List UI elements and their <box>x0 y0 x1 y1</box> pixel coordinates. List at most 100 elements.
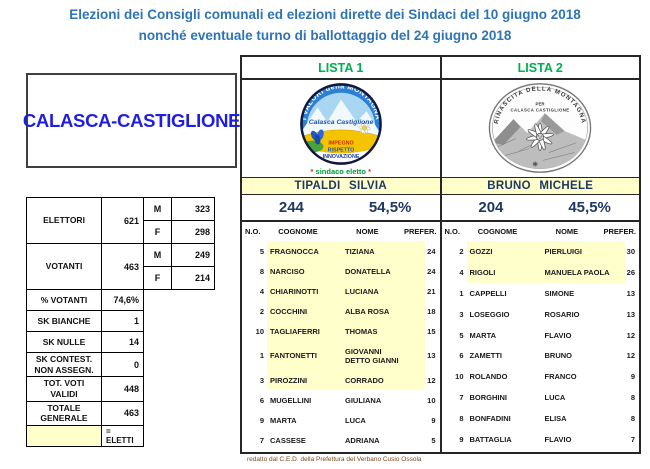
lista-1-panel: LISTA 1 <box>242 57 440 452</box>
candidate-row: 1 CAPPELLI SIMONE 13 <box>445 283 637 304</box>
page-title-line1: Elezioni dei Consigli comunali ed elezio… <box>69 7 581 22</box>
col-header-nome: NOME <box>555 227 579 236</box>
candidate-number: 10 <box>255 326 264 336</box>
candidate-row: 2 COCCHINI ALBA ROSA 18 <box>245 301 437 321</box>
lista-1-percent: 54,5% <box>368 199 412 216</box>
candidate-nome: LUCA <box>544 393 566 403</box>
stats-label: SK BIANCHE <box>26 310 102 332</box>
candidate-row: 2 GOZZI PIERLUIGI 30 <box>445 241 637 262</box>
candidate-row: 5 MARTA FLAVIO 12 <box>445 325 637 346</box>
col-header-cognome: COGNOME <box>278 227 318 236</box>
candidate-preferences: 5 <box>431 435 436 445</box>
turnout-stats: ELETTORI 621 M 323 F 298 VOTANTI 463 M 249 F 214% V… <box>26 197 215 447</box>
stats-label: TOT. VOTI VALIDI <box>26 376 102 402</box>
candidate-number: 9 <box>459 435 464 445</box>
edelweiss-icon <box>358 121 371 135</box>
candidate-nome: TIZIANA <box>342 241 425 261</box>
stats-mf-value: 298 <box>171 220 215 244</box>
municipality-box: CALASCA-CASTIGLIONE <box>22 73 241 168</box>
candidate-preferences: 18 <box>427 306 436 316</box>
stats-row: TOTALE GENERALE 463 <box>26 400 215 426</box>
logo2-center1: PER <box>536 101 546 106</box>
candidate-number: 2 <box>259 306 264 316</box>
stats-mf-key: M <box>143 197 172 221</box>
candidate-nome: GIULIANA <box>345 395 382 405</box>
candidate-number: 7 <box>259 435 264 445</box>
col-header-prefer: PREFER. <box>403 227 437 236</box>
candidate-nome: CORRADO <box>342 370 425 390</box>
candidate-nome: MANUELA PAOLA <box>541 261 625 283</box>
candidate-cognome: MARTA <box>469 330 497 340</box>
lista-1-mayor-name: TIPALDI SILVIA <box>242 178 440 195</box>
candidate-nome: ROSARIO <box>544 309 580 319</box>
candidate-nome: GIOVANNI DETTO GIANNI <box>342 341 425 370</box>
stats-label: TOTALE GENERALE <box>26 400 102 426</box>
stats-label: ELETTORI <box>26 197 102 244</box>
candidate-preferences: 12 <box>427 375 436 385</box>
candidate-preferences: 13 <box>626 288 635 298</box>
candidate-nome: FLAVIO <box>544 435 572 445</box>
candidate-preferences: 24 <box>427 246 436 256</box>
stats-table: ELETTORI 621 M 323 F 298 VOTANTI 463 M 249 F 214% V… <box>26 197 215 447</box>
candidate-preferences: 10 <box>427 395 436 405</box>
eletti-color-swatch <box>26 424 102 447</box>
candidate-number: 4 <box>259 286 264 296</box>
candidate-number: 9 <box>259 415 264 425</box>
candidate-cognome: LOSEGGIO <box>469 309 510 319</box>
candidate-rows-1: 5 FRAGNOCCA TIZIANA 24 8 NARCISO DONATELLA 24 4 C… <box>242 241 440 452</box>
stats-row: F 214 <box>27 266 215 290</box>
candidate-row: 1 FANTONETTI GIOVANNI DETTO GIANNI 13 <box>245 341 437 370</box>
candidate-cognome: CAPPELLI <box>469 288 507 298</box>
logo1-center-text: Calasca Castiglione <box>308 119 373 126</box>
candidate-preferences: 21 <box>427 286 436 296</box>
candidate-row: 6 MUGELLINI GIULIANA 10 <box>245 390 437 410</box>
candidate-number: 8 <box>259 266 264 276</box>
candidate-row: 4 CHIARINOTTI LUCIANA 21 <box>245 281 437 301</box>
candidate-nome: ADRIANA <box>345 435 380 445</box>
candidate-nome: SIMONE <box>544 288 575 298</box>
candidate-cognome: MARTA <box>270 415 297 425</box>
stats-label: VOTANTI <box>26 243 102 290</box>
candidate-preferences: 12 <box>626 330 635 340</box>
candidate-number: 6 <box>259 395 264 405</box>
logo1-motto2: RISPETTO <box>327 147 354 153</box>
lista-2-votes: 204 <box>478 199 504 216</box>
stats-value: 1 <box>101 310 144 332</box>
lista-2-panel: LISTA 2 <box>439 57 639 452</box>
candidate-cognome: NARCISO <box>267 261 342 281</box>
candidate-preferences: 30 <box>626 246 635 256</box>
candidate-preferences: 26 <box>626 267 635 277</box>
stats-row: SK CONTEST. NON ASSEGN. 0 <box>26 351 215 378</box>
candidate-nome: DONATELLA <box>342 261 425 281</box>
logo1-motto3: INNOVAZIONE <box>322 154 359 160</box>
candidate-row: 7 BORGHINI LUCA 8 <box>445 387 637 408</box>
candidate-row: 4 RIGOLI MANUELA PAOLA 26 <box>445 261 637 283</box>
candidate-row: 3 LOSEGGIO ROSARIO 13 <box>445 304 637 325</box>
candidate-cognome: ROLANDO <box>469 372 508 382</box>
stats-row: TOT. VOTI VALIDI 448 <box>26 376 215 402</box>
candidate-nome: LUCIANA <box>342 281 425 301</box>
stats-table-body: ELETTORI 621 M 323 F 298 VOTANTI 463 M 249 F 214% V… <box>26 197 215 447</box>
candidate-cognome: TAGLIAFERRI <box>267 321 342 341</box>
candidate-preferences: 8 <box>630 414 635 424</box>
candidate-cognome: ZAMETTI <box>469 351 503 361</box>
lista-2-percent: 45,5% <box>568 199 611 216</box>
lista-2-mayor-name: BRUNO MICHELE <box>441 178 639 195</box>
municipality-name: CALASCA-CASTIGLIONE <box>22 109 241 131</box>
candidate-row: 9 BATTAGLIA FLAVIO 7 <box>445 429 637 450</box>
valori-della-montagna-logo-icon: I VALORI della MONTAGNA Calasca Castigli… <box>299 83 382 165</box>
candidate-nome: ALBA ROSA <box>342 301 425 321</box>
candidate-cognome: BATTAGLIA <box>469 435 512 445</box>
candidate-nome: BRUNO <box>544 351 573 361</box>
col-header-no: N.O. <box>245 227 261 236</box>
stats-row: % VOTANTI 74,6% <box>26 289 215 311</box>
lista-1-header: LISTA 1 <box>242 57 440 80</box>
candidate-row: 6 ZAMETTI BRUNO 12 <box>445 346 637 367</box>
candidate-nome: ELISA <box>544 414 567 424</box>
rinascita-della-montagna-logo-icon: ✱ RINASCITA DELLA MONTAGNA PER CALASCA C… <box>488 83 592 173</box>
stats-mf-key: F <box>143 220 172 244</box>
candidate-preferences: 15 <box>427 326 436 336</box>
col-header-prefer: PREFER. <box>603 227 636 236</box>
stats-value: 448 <box>101 376 144 402</box>
candidate-cognome: GOZZI <box>466 241 542 262</box>
